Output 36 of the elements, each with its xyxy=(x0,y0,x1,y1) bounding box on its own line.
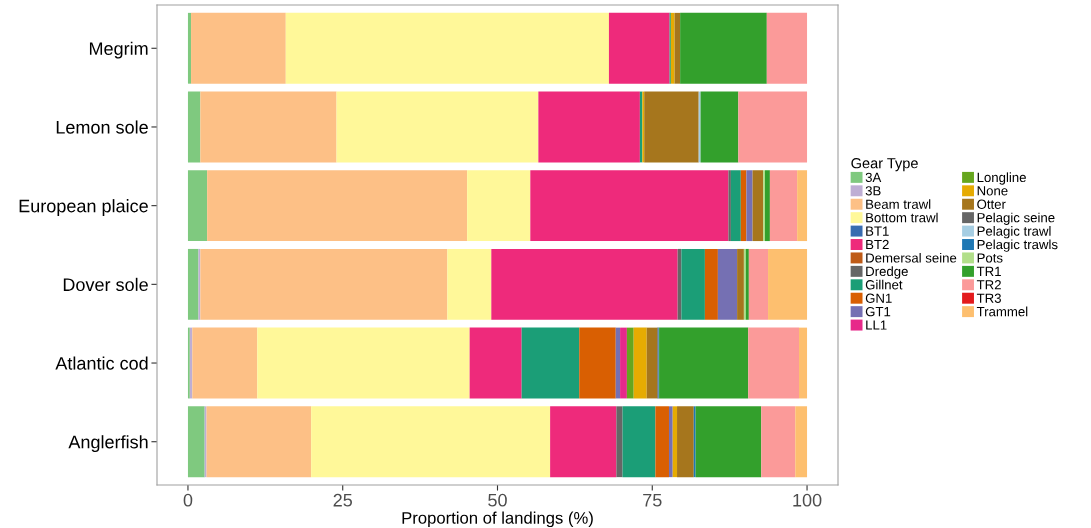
legend-label: Pelagic seine xyxy=(977,212,1055,225)
y-tick-label: Anglerfish xyxy=(68,435,148,453)
y-tick-label: Megrim xyxy=(89,41,148,59)
legend-label: BT1 xyxy=(866,226,889,236)
legend-label: None xyxy=(977,186,1008,196)
x-tick-label: 0 xyxy=(183,493,193,507)
legend-label: Beam trawl xyxy=(866,199,931,209)
legend-label: Pots xyxy=(977,253,1003,263)
legend-title: Gear Type xyxy=(851,158,918,172)
legend-label: Gillnet xyxy=(865,279,903,290)
legend-label: 3B xyxy=(865,186,881,196)
legend-label: GN1 xyxy=(865,293,892,303)
x-tick-label: 50 xyxy=(488,493,507,507)
legend-label: Pelagic trawls xyxy=(977,239,1058,252)
legend-label: Dredge xyxy=(866,266,908,279)
legend-label: BT2 xyxy=(866,239,889,250)
legend-label: GT1 xyxy=(865,306,891,317)
legend-label: Demersal seine xyxy=(866,252,957,263)
legend-label: TR3 xyxy=(976,293,1001,303)
legend-label: Trammel xyxy=(976,306,1028,317)
legend-label: TR1 xyxy=(976,266,1001,276)
legend-label: Bottom trawl xyxy=(866,212,938,223)
x-tick-label: 100 xyxy=(793,493,822,507)
legend-label: Otter xyxy=(977,199,1006,209)
legend-label: TR2 xyxy=(976,280,1001,290)
x-tick-label: 75 xyxy=(643,494,662,507)
y-tick-label: Lemon sole xyxy=(56,120,148,134)
y-tick-label: European plaice xyxy=(19,199,148,216)
legend-label: LL1 xyxy=(866,320,887,330)
legend-label: Longline xyxy=(977,172,1026,185)
x-tick-label: 25 xyxy=(333,493,353,507)
y-tick-label: Atlantic cod xyxy=(55,356,148,370)
y-tick-label: Dover sole xyxy=(63,277,148,292)
legend-label: Pelagic trawl xyxy=(977,226,1051,239)
legend-label: 3A xyxy=(865,172,882,183)
x-axis-title: Proportion of landings (%) xyxy=(402,511,593,528)
